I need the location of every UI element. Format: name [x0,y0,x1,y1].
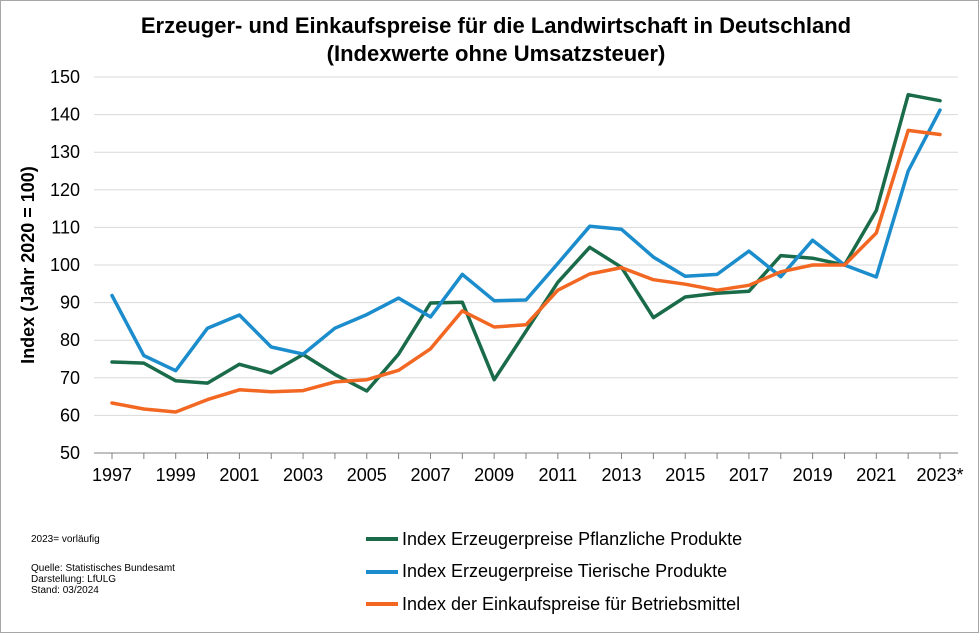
y-tick-label-120: 120 [50,180,80,200]
date-note: Stand: 03/2024 [31,585,99,596]
x-tick-label-2013: 2013 [602,465,642,485]
legend-swatch-tierisch [366,569,398,574]
x-tick-label-2003: 2003 [283,465,323,485]
y-tick-label-50: 50 [60,443,80,463]
legend-item-betriebsmittel: Index der Einkaufspreise für Betriebsmit… [366,588,742,621]
x-tick-label-2021: 2021 [856,465,896,485]
y-tick-label-60: 60 [60,405,80,425]
chart-title: Erzeuger- und Einkaufspreise für die Lan… [140,13,852,66]
x-tick-label-1999: 1999 [156,465,196,485]
legend: Index Erzeugerpreise Pflanzliche Produkt… [366,523,742,621]
legend-label-betriebsmittel: Index der Einkaufspreise für Betriebsmit… [402,593,741,614]
x-tick-label-2023: 2023* [916,465,963,485]
series-line-tierisch [110,108,942,373]
x-tick-label-2001: 2001 [219,465,259,485]
y-tick-label-70: 70 [60,368,80,388]
x-tick-label-1997: 1997 [92,465,132,485]
legend-item-pflanzlich: Index Erzeugerpreise Pflanzliche Produkt… [366,523,742,556]
x-tick-label-2017: 2017 [729,465,769,485]
y-axis-label: Index (Jahr 2020 = 100) [18,166,38,364]
y-tick-label-140: 140 [50,105,80,125]
x-tick-label-2007: 2007 [410,465,450,485]
preliminary-note: 2023= vorläufig [31,534,100,545]
y-tick-label-80: 80 [60,330,80,350]
layout-note: Darstellung: LfULG [31,574,117,585]
y-tick-label-150: 150 [50,67,80,87]
y-tick-label-90: 90 [60,293,80,313]
legend-label-pflanzlich: Index Erzeugerpreise Pflanzliche Produkt… [402,528,743,549]
x-tick-label-2015: 2015 [665,465,705,485]
series-line-pflanzlich [110,92,942,393]
y-tick-label-130: 130 [50,142,80,162]
legend-swatch-pflanzlich [366,537,398,542]
x-tick-label-2005: 2005 [347,465,387,485]
legend-swatch-betriebsmittel [366,602,398,607]
x-tick-label-2009: 2009 [474,465,514,485]
legend-item-tierisch: Index Erzeugerpreise Tierische Produkte [366,556,742,589]
x-tick-label-2011: 2011 [538,465,577,485]
y-tick-label-100: 100 [50,255,80,275]
legend-label-tierisch: Index Erzeugerpreise Tierische Produkte [402,561,728,582]
y-tick-label-110: 110 [51,217,80,237]
series-line-betriebsmittel [110,128,942,414]
x-tick-label-2019: 2019 [793,465,833,485]
source-note: Quelle: Statistisches Bundesamt [31,563,175,574]
